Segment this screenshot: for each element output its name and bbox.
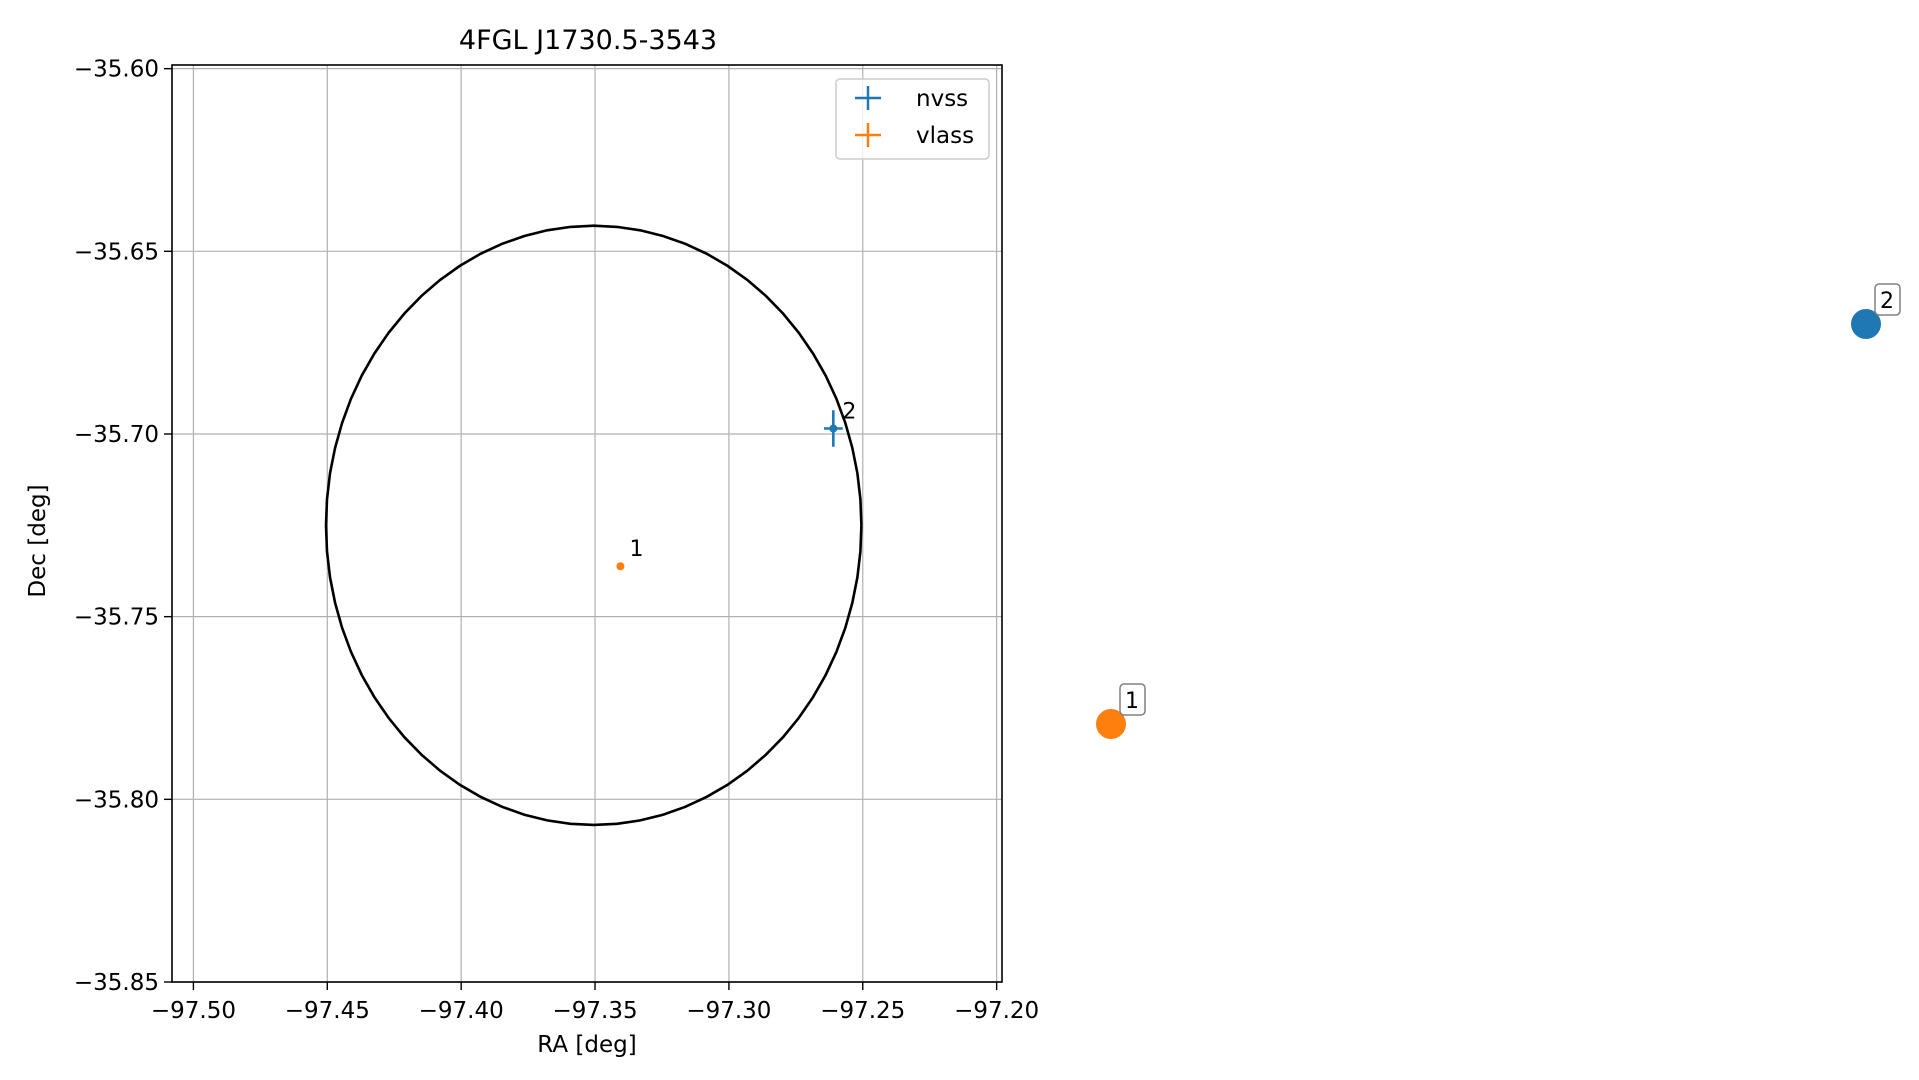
point-marker-vlass xyxy=(616,562,625,571)
localization-ellipse xyxy=(324,224,863,827)
y-tick-label: −35.65 xyxy=(74,239,159,265)
y-tick-label: −35.80 xyxy=(74,787,159,813)
chart-title: 4FGL J1730.5-3543 xyxy=(459,25,717,56)
y-tick-label: −35.60 xyxy=(74,57,159,83)
x-tick-label: −97.25 xyxy=(820,998,905,1024)
data-point-vlass: 1 xyxy=(616,537,643,571)
point-label-nvss: 2 xyxy=(842,400,856,425)
side-marker-label-box-1 xyxy=(1119,683,1146,716)
grid-lines xyxy=(172,65,1002,983)
side-marker-dot-2 xyxy=(1851,309,1881,339)
x-tick-label: −97.40 xyxy=(419,998,504,1024)
side-marker-label-2: 2 xyxy=(1880,289,1894,314)
legend-label-vlass: vlass xyxy=(916,123,974,149)
legend-label-nvss: nvss xyxy=(916,86,968,112)
y-tick-label: −35.85 xyxy=(74,970,159,996)
y-tick-label: −35.75 xyxy=(74,605,159,631)
legend-entry-nvss: nvss xyxy=(855,86,968,112)
legend: nvss vlass xyxy=(835,78,990,160)
y-axis-label: Dec [deg] xyxy=(25,484,51,597)
data-points-layer: 21 xyxy=(616,400,856,571)
point-label-vlass: 1 xyxy=(629,537,643,562)
x-axis-ticks: −97.50 −97.45 −97.40 −97.35 −97.30 −97.25 −97.… xyxy=(151,982,1039,1024)
localization-ellipse-layer xyxy=(324,224,863,827)
data-point-nvss: 2 xyxy=(823,400,856,447)
x-tick-label: −97.35 xyxy=(552,998,637,1024)
x-tick-label: −97.45 xyxy=(285,998,370,1024)
plot-frame xyxy=(171,64,1003,983)
legend-entry-vlass: vlass xyxy=(855,123,974,149)
x-tick-label: −97.50 xyxy=(151,998,236,1024)
side-marker-dot-1 xyxy=(1096,709,1126,739)
y-axis-ticks: −35.60 −35.65 −35.70 −35.75 −35.80 −35.85 xyxy=(74,57,172,996)
side-marker-2: 2 xyxy=(1851,283,1901,339)
x-axis-label: RA [deg] xyxy=(537,1032,636,1058)
side-marker-label-1: 1 xyxy=(1125,689,1139,714)
y-tick-label: −35.70 xyxy=(74,422,159,448)
point-marker-nvss xyxy=(829,424,838,433)
x-tick-label: −97.20 xyxy=(954,998,1039,1024)
side-marker-1: 1 xyxy=(1096,683,1146,739)
x-tick-label: −97.30 xyxy=(686,998,771,1024)
side-marker-label-box-2 xyxy=(1874,283,1901,316)
